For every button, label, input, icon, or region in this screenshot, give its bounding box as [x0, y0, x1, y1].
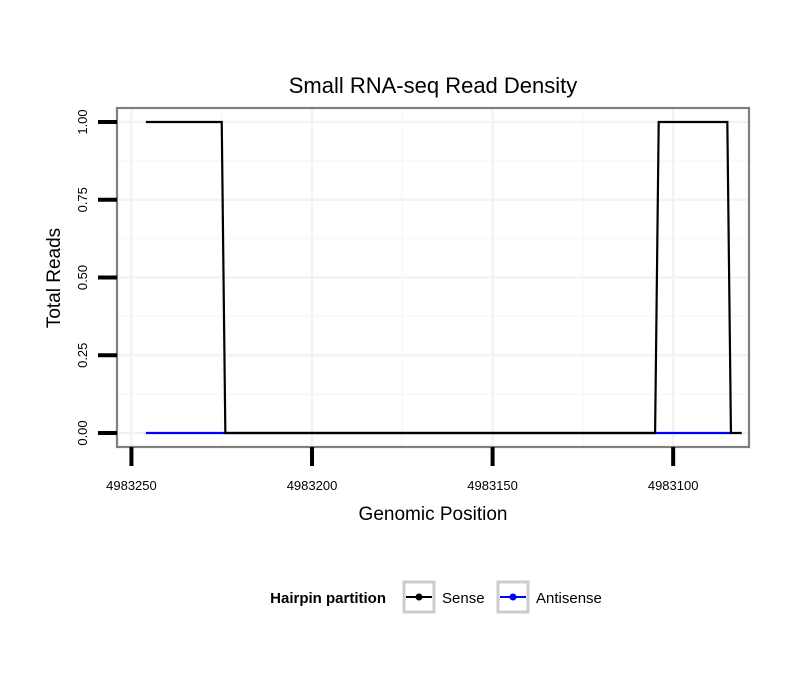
- y-axis-title: Total Reads: [44, 228, 65, 328]
- legend-dot-antisense: [509, 593, 517, 601]
- x-tick-label-3: 4983100: [648, 478, 699, 493]
- series-line-sense: [145, 120, 742, 435]
- y-tick-label-4: 1.00: [75, 109, 90, 134]
- x-tick-label-0: 4983250: [106, 478, 157, 493]
- y-tick-label-2: 0.50: [75, 265, 90, 290]
- legend-dot-sense: [415, 593, 423, 601]
- legend: Hairpin partition Sense Antisense: [270, 580, 602, 614]
- legend-label-sense: Sense: [442, 590, 485, 607]
- y-tick-label-1: 0.25: [75, 343, 90, 368]
- y-tick-label-3: 0.75: [75, 187, 90, 212]
- x-tick-label-1: 4983200: [287, 478, 338, 493]
- y-axis: 0.00 0.25 0.50 0.75 1.00: [75, 109, 117, 446]
- x-axis: 4983250 4983200 4983150 4983100: [106, 447, 698, 493]
- chart-title: Small RNA-seq Read Density: [289, 73, 578, 98]
- y-tick-label-0: 0.00: [75, 420, 90, 445]
- legend-title: Hairpin partition: [270, 590, 386, 607]
- legend-item-sense: Sense: [402, 580, 485, 614]
- x-tick-label-2: 4983150: [467, 478, 518, 493]
- x-axis-title: Genomic Position: [359, 504, 508, 525]
- series-lines: [145, 120, 742, 435]
- legend-item-antisense: Antisense: [496, 580, 602, 614]
- legend-label-antisense: Antisense: [536, 590, 602, 607]
